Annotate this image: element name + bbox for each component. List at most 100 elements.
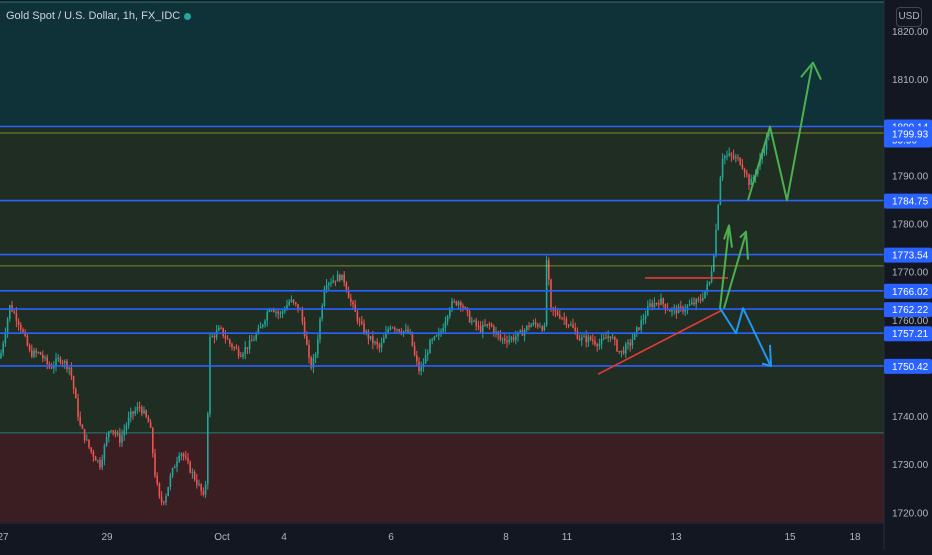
candle-body (440, 331, 442, 333)
candle-body (242, 353, 244, 357)
candle-body (319, 319, 321, 340)
candle-body (26, 335, 29, 346)
candle-body (510, 337, 513, 340)
candle-body (455, 301, 458, 306)
candle-body (457, 301, 460, 306)
candle-body (768, 133, 770, 137)
candle-body (726, 155, 728, 157)
candle-body (442, 328, 444, 332)
projection-arrowhead (800, 61, 822, 80)
candle-body (367, 331, 370, 339)
time-tick-label: 11 (562, 532, 573, 543)
candle-body (686, 305, 689, 310)
candle-body (636, 327, 638, 333)
symbol-title[interactable]: Gold Spot / U.S. Dollar, 1h, FX_IDC (6, 10, 192, 22)
candle-body (171, 468, 174, 476)
currency-button[interactable]: USD (896, 7, 922, 27)
projection-arrow[interactable] (719, 307, 771, 365)
candle-body (345, 282, 348, 290)
candle-body (653, 302, 656, 307)
candle-body (594, 340, 596, 345)
price-level-labels: 1800.1455:501799.931784.751773.541766.02… (884, 119, 932, 374)
candle-body (658, 303, 660, 305)
price-level-tag (884, 193, 932, 209)
candle-body (374, 341, 376, 344)
candle-body (185, 456, 187, 458)
candle-body (53, 366, 55, 369)
candle-body (224, 336, 227, 339)
candle-body (695, 299, 697, 305)
projection-arrow[interactable] (719, 227, 730, 309)
candle-body (127, 417, 130, 426)
candle-body (592, 339, 594, 341)
candle-body (662, 298, 664, 304)
candle-body (288, 301, 290, 306)
price-level-tag (884, 326, 932, 342)
candle-body (519, 330, 521, 332)
candle-body (539, 326, 541, 328)
candle-body (141, 407, 143, 414)
candle-body (341, 274, 343, 281)
candle-body (103, 445, 106, 460)
candle-body (378, 344, 381, 348)
candle-body (618, 351, 620, 353)
candle-body (475, 320, 477, 326)
projection-arrow[interactable] (723, 232, 747, 309)
candle-body (160, 496, 163, 502)
candle-body (706, 284, 708, 292)
candle-body (244, 347, 246, 354)
candle-body (9, 305, 11, 319)
candle-body (688, 304, 691, 306)
candle-body (101, 459, 103, 468)
candle-body (112, 430, 114, 432)
zone-top (0, 2, 884, 127)
candle-body (565, 318, 568, 325)
candle-body (125, 425, 128, 431)
drawings-layer[interactable] (597, 61, 822, 375)
candle-body (308, 344, 310, 358)
candle-body (559, 314, 561, 318)
candle-body (402, 331, 405, 334)
candle-body (42, 354, 44, 359)
candle-body (143, 410, 145, 414)
symbol-title-text: Gold Spot / U.S. Dollar, 1h, FX_IDC (6, 10, 181, 22)
candle-body (354, 304, 356, 312)
candle-body (629, 342, 631, 346)
candle-body (352, 301, 354, 305)
candle-body (699, 299, 702, 301)
candle-body (713, 255, 715, 272)
candle-body (576, 331, 579, 339)
candle-body (0, 353, 2, 359)
candle-body (515, 336, 517, 340)
candle-body (72, 376, 75, 389)
candle-body (328, 283, 330, 286)
candle-body (321, 305, 323, 320)
price-level-tag (884, 247, 932, 263)
time-tick-label: 18 (849, 532, 861, 543)
candle-body (526, 325, 528, 331)
time-tick-label: 15 (784, 532, 796, 543)
candle-body (433, 336, 436, 340)
trendline[interactable] (597, 309, 723, 375)
candle-body (20, 324, 22, 330)
price-axis-panel[interactable] (884, 0, 932, 550)
candle-body (323, 289, 326, 306)
candle-body (534, 322, 537, 325)
candle-body (728, 153, 730, 156)
candle-body (570, 324, 572, 326)
projection-arrow[interactable] (747, 65, 813, 202)
candle-body (233, 347, 235, 349)
time-axis[interactable]: 27 29 Oct 4 6 8 11 13 15 18 (0, 532, 861, 543)
candle-body (596, 344, 598, 347)
candle-body (158, 483, 161, 497)
candle-body (130, 411, 132, 418)
candle-body (644, 315, 647, 320)
zones-layer (0, 1, 884, 522)
candle-body (17, 321, 20, 325)
candle-body (398, 329, 400, 332)
candle-body (99, 460, 101, 468)
candle-body (13, 311, 15, 313)
candle-body (655, 302, 658, 304)
